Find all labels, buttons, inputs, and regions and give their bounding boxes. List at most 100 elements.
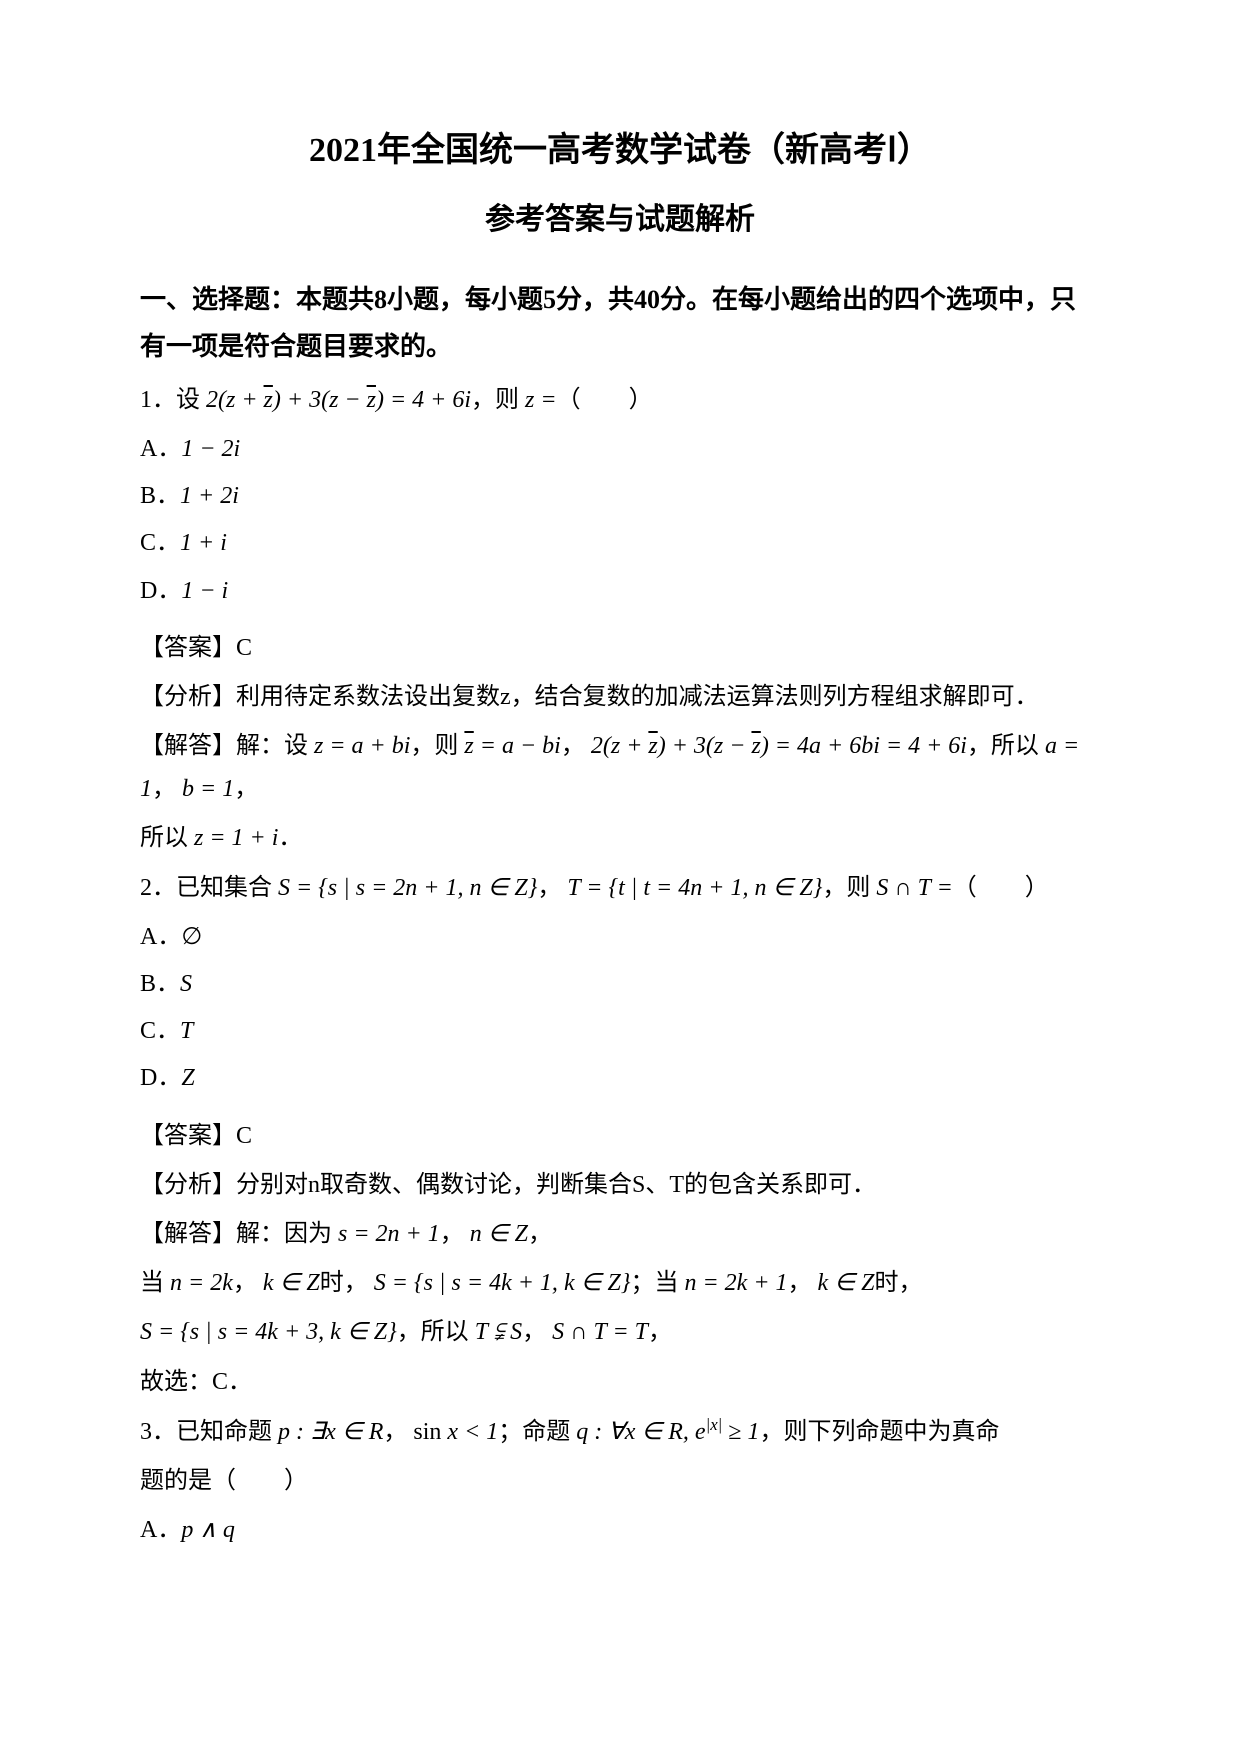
q3-pre: 已知命题 [176, 1419, 272, 1445]
q1-ex-end: ， [234, 776, 258, 802]
q1-pre: 设 [176, 387, 200, 413]
q2-analysis-label: 【分析】 [140, 1172, 236, 1198]
q2-m1: ， [537, 875, 561, 901]
q2-ex-m1: ， [440, 1221, 464, 1247]
q1-suf: （ ） [557, 387, 653, 413]
q2-optB-val: S [180, 971, 192, 997]
q1-eq1: 2(z + z) + 3(z − z) = 4 + 6i [206, 387, 471, 413]
q1-stem: 1．设 2(z + z) + 3(z − z) = 4 + 6i，则 z =（ … [140, 379, 1100, 422]
q1-optC-label: C． [140, 530, 180, 556]
doc-title: 2021年全国统一高考数学试卷（新高考Ⅰ） [140, 120, 1100, 181]
q2-stem: 2．已知集合 S = {s | s = 2n + 1, n ∈ Z}， T = … [140, 867, 1100, 910]
q2-answer: 【答案】C [140, 1115, 1100, 1158]
q2-ex3-m1: ，所以 [397, 1319, 469, 1345]
q2-ex-m2: ， [528, 1221, 552, 1247]
q2-optB: B．S [140, 963, 1100, 1006]
q2-optD-label: D． [140, 1065, 181, 1091]
q2-optA-val: ∅ [181, 924, 202, 950]
q1-analysis: 【分析】利用待定系数法设出复数z，结合复数的加减法运算法则列方程组求解即可． [140, 676, 1100, 719]
q2-ex2-pre: 当 [140, 1270, 164, 1296]
q1-optC: C．1 + i [140, 522, 1100, 565]
q1-ex-pre: 解：设 [236, 733, 308, 759]
q2-suf: （ ） [953, 875, 1049, 901]
q2-ex-label: 【解答】 [140, 1221, 236, 1247]
q2-explain-l2: 当 n = 2k， k ∈ Z时， S = {s | s = 4k + 1, k… [140, 1262, 1100, 1305]
q2-ex-1a: s = 2n + 1 [338, 1221, 440, 1247]
q1-ex-m1: ，则 [410, 733, 458, 759]
q1-optD: D．1 − i [140, 570, 1100, 613]
q2-ex-3b: T ⫋ S [475, 1319, 522, 1345]
q1-ex-eq5: b = 1 [182, 776, 234, 802]
q1-optB-label: B． [140, 483, 180, 509]
q2-optC-label: C． [140, 1018, 180, 1044]
q3-m3: ，则下列命题中为真命 [759, 1419, 999, 1445]
q1-ex-eq6: z = 1 + i [194, 825, 278, 851]
q2-pre: 已知集合 [176, 875, 272, 901]
q2-ex2-m2: 时， [320, 1270, 368, 1296]
q2-ex-2c: S = {s | s = 4k + 1, k ∈ Z} [374, 1270, 631, 1296]
q2-explain-l3: S = {s | s = 4k + 3, k ∈ Z}，所以 T ⫋ S， S … [140, 1311, 1100, 1354]
q3-num: 3． [140, 1419, 176, 1445]
header: 2021年全国统一高考数学试卷（新高考Ⅰ） 参考答案与试题解析 [140, 120, 1100, 247]
page-container: 2021年全国统一高考数学试卷（新高考Ⅰ） 参考答案与试题解析 一、选择题：本题… [0, 0, 1240, 1636]
q1-num: 1． [140, 387, 176, 413]
q1-answer: 【答案】C [140, 627, 1100, 670]
q1-explain-line2: 所以 z = 1 + i． [140, 817, 1100, 860]
q2-ex-3c: S ∩ T = T [552, 1319, 648, 1345]
q2-optC: C．T [140, 1010, 1100, 1053]
q2-optA: A．∅ [140, 916, 1100, 959]
q1-optB: B．1 + 2i [140, 475, 1100, 518]
q2-optD-val: Z [181, 1065, 194, 1091]
q1-ex-eq2: z = a − bi [464, 733, 560, 759]
q3-m2: ；命题 [498, 1419, 570, 1445]
q2-explain-l4: 故选：C． [140, 1361, 1100, 1404]
q2-ex-2d: n = 2k + 1 [684, 1270, 787, 1296]
q2-eqS: S = {s | s = 2n + 1, n ∈ Z} [278, 875, 537, 901]
q2-optD: D．Z [140, 1057, 1100, 1100]
q1-ex-m3: ，所以 [967, 733, 1039, 759]
q3-optA: A．p ∧ q [140, 1509, 1100, 1552]
q2-m2: ，则 [822, 875, 870, 901]
q1-optA-label: A． [140, 436, 181, 462]
q1-optC-val: 1 + i [180, 530, 227, 556]
q2-eqT: T = {t | t = 4n + 1, n ∈ Z} [567, 875, 822, 901]
q2-ex-3a: S = {s | s = 4k + 3, k ∈ Z} [140, 1319, 397, 1345]
q2-ex2-m4: ， [788, 1270, 812, 1296]
section-heading: 一、选择题：本题共8小题，每小题5分，共40分。在每小题给出的四个选项中，只有一… [140, 277, 1100, 371]
q1-optA-val: 1 − 2i [181, 436, 240, 462]
q2-analysis-text: 分别对n取奇数、偶数讨论，判断集合S、T的包含关系即可． [236, 1172, 876, 1198]
q1-ex-m4: ， [152, 776, 176, 802]
q1-analysis-text: 利用待定系数法设出复数z，结合复数的加减法运算法则列方程组求解即可． [236, 684, 1039, 710]
q3-m1: ， [383, 1419, 407, 1445]
q1-explain-label: 【解答】 [140, 733, 236, 759]
q2-optB-label: B． [140, 971, 180, 997]
q1-ex2-end: ． [278, 825, 302, 851]
q3-optA-val: p ∧ q [181, 1517, 235, 1543]
q2-ex2-m3: ；当 [630, 1270, 678, 1296]
q1-analysis-label: 【分析】 [140, 684, 236, 710]
q1-optA: A．1 − 2i [140, 428, 1100, 471]
q1-eq2: z = [525, 387, 557, 413]
q1-optD-val: 1 − i [181, 578, 228, 604]
q1-ex-m2: ， [561, 733, 585, 759]
q2-ex-2b: k ∈ Z [263, 1270, 320, 1296]
q2-ex2-m1: ， [233, 1270, 257, 1296]
q1-mid: ，则 [471, 387, 519, 413]
q2-explain-l1: 【解答】解：因为 s = 2n + 1， n ∈ Z， [140, 1213, 1100, 1256]
q2-optC-val: T [180, 1018, 193, 1044]
q2-ex3-m2: ， [522, 1319, 546, 1345]
q2-num: 2． [140, 875, 176, 901]
q3-eqQ: q : ∀x ∈ R, e|x| ≥ 1 [576, 1419, 759, 1445]
q2-ex-pre: 解：因为 [236, 1221, 332, 1247]
q1-ex-eq3: 2(z + z) + 3(z − z) = 4a + 6bi = 4 + 6i [591, 733, 967, 759]
q1-optB-val: 1 + 2i [180, 483, 239, 509]
q3-stem-l2: 题的是（ ） [140, 1460, 1100, 1503]
q1-ex2-pre: 所以 [140, 825, 188, 851]
q2-ex3-end: ， [648, 1319, 672, 1345]
doc-subtitle: 参考答案与试题解析 [140, 193, 1100, 247]
q2-ex-1b: n ∈ Z [470, 1221, 528, 1247]
q3-stem-l1: 3．已知命题 p : ∃x ∈ R， sin x < 1；命题 q : ∀x ∈… [140, 1410, 1100, 1454]
q2-optA-label: A． [140, 924, 181, 950]
q1-optD-label: D． [140, 578, 181, 604]
q1-ex-eq1: z = a + bi [314, 733, 410, 759]
